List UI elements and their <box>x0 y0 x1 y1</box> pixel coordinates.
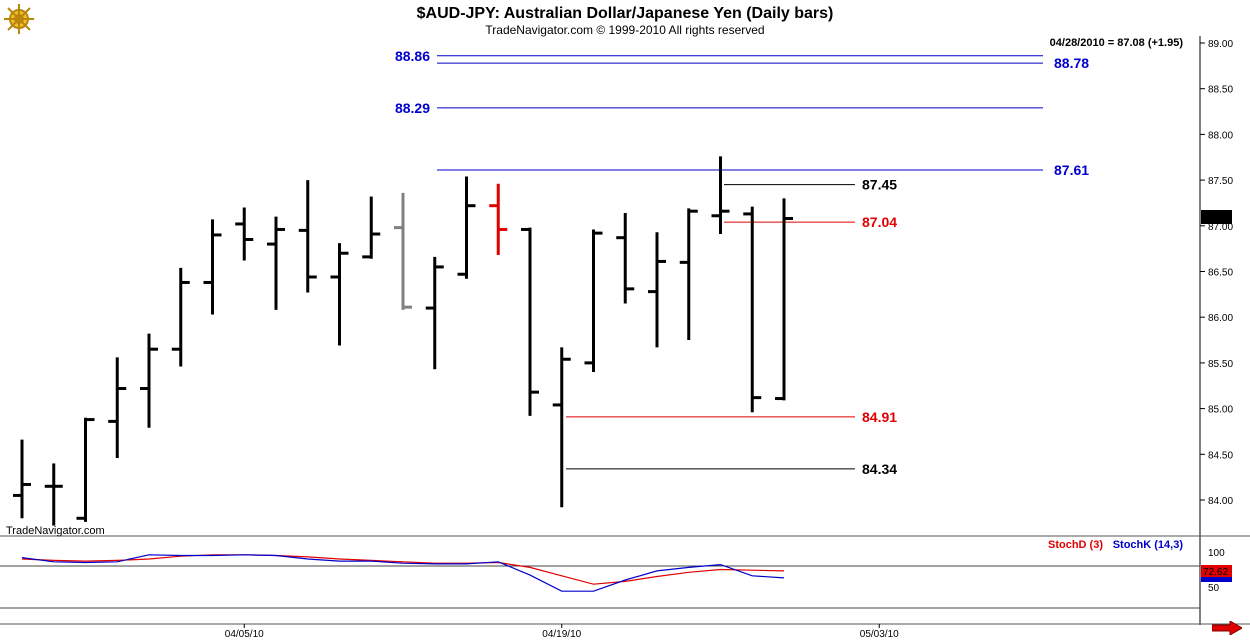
price-tick-label: 89.00 <box>1208 39 1233 50</box>
last-price-tag-text: 87.08 <box>1203 213 1228 224</box>
ohlc-bar <box>362 196 381 259</box>
stoch-value-tag-text: 72.62 <box>1203 567 1228 578</box>
ohlc-bar <box>743 206 762 413</box>
level-label: 88.86 <box>395 48 430 64</box>
ohlc-bar <box>425 256 444 370</box>
level-label: 88.78 <box>1054 55 1089 71</box>
ohlc-bar <box>298 180 317 293</box>
chart-subtitle: TradeNavigator.com © 1999-2010 All right… <box>485 23 764 37</box>
price-tick-label: 88.50 <box>1208 85 1233 96</box>
stoch-k-legend: StochK (14,3) <box>1113 539 1184 551</box>
ohlc-bar <box>108 357 127 458</box>
ohlc-bar <box>13 439 31 519</box>
ohlc-bar <box>616 213 635 304</box>
price-tick-label: 84.50 <box>1208 450 1233 461</box>
ohlc-bar <box>330 243 349 346</box>
ohlc-bars <box>13 156 793 526</box>
stoch-tick-label: 100 <box>1208 548 1225 559</box>
ohlc-bar <box>648 232 666 348</box>
ohlc-bar <box>267 216 285 310</box>
price-tick-label: 87.00 <box>1208 222 1233 233</box>
price-tick-label: 85.00 <box>1208 405 1233 416</box>
level-label: 87.61 <box>1054 162 1089 178</box>
level-label: 87.04 <box>862 214 897 230</box>
price-tick-label: 88.00 <box>1208 130 1233 141</box>
level-label: 87.45 <box>862 177 897 193</box>
ohlc-bar <box>171 267 190 367</box>
time-tick-label: 04/05/10 <box>225 629 264 640</box>
quote-readout: 04/28/2010 = 87.08 (+1.95) <box>1050 37 1184 49</box>
ohlc-bar <box>711 156 730 235</box>
level-label: 88.29 <box>395 100 430 116</box>
price-axis: 84.00 84.50 85.00 85.50 86.00 86.50 87.00 87.50… <box>1200 39 1233 507</box>
ohlc-bar <box>457 176 476 279</box>
level-label: 84.34 <box>862 461 897 477</box>
chart-title: $AUD-JPY: Australian Dollar/Japanese Yen… <box>417 5 834 22</box>
price-tick-label: 86.00 <box>1208 313 1233 324</box>
ohlc-bar <box>235 207 254 261</box>
time-tick-label: 04/19/10 <box>542 629 581 640</box>
level-label: 84.91 <box>862 409 897 425</box>
ohlc-bar <box>489 183 508 256</box>
stoch-value-tag: 72.62 <box>1201 565 1232 582</box>
price-tick-label: 85.50 <box>1208 359 1233 370</box>
time-tick-label: 05/03/10 <box>860 629 899 640</box>
ohlc-bar <box>552 347 571 508</box>
ohlc-bar <box>775 198 793 401</box>
watermark: TradeNavigator.com <box>6 525 105 537</box>
stoch-k-line <box>21 554 785 592</box>
ohlc-bar <box>584 229 603 373</box>
ohlc-bar <box>521 227 539 416</box>
ship-wheel-icon <box>2 2 36 41</box>
stochastic-pane: 100 50 <box>0 548 1225 609</box>
price-tick-label: 84.00 <box>1208 496 1233 507</box>
stoch-tick-label: 50 <box>1208 583 1220 594</box>
ohlc-bar <box>140 333 158 428</box>
price-levels: 88.86 88.78 88.29 87.61 87.45 87.04 84.91 84.34 <box>395 48 1089 477</box>
stoch-d-line <box>21 554 785 585</box>
ohlc-bar <box>394 192 412 310</box>
last-price-tag: 87.08 <box>1201 210 1232 224</box>
price-tick-label: 87.50 <box>1208 176 1233 187</box>
ohlc-bar <box>679 208 698 341</box>
ohlc-bar <box>203 219 222 315</box>
time-axis: 04/05/10 04/19/10 05/03/10 <box>225 624 899 640</box>
arrow-right-icon[interactable] <box>1211 620 1243 640</box>
stoch-d-legend: StochD (3) <box>1048 539 1103 551</box>
price-tick-label: 86.50 <box>1208 268 1233 279</box>
ohlc-bar <box>44 463 63 526</box>
ohlc-bar <box>76 417 95 522</box>
